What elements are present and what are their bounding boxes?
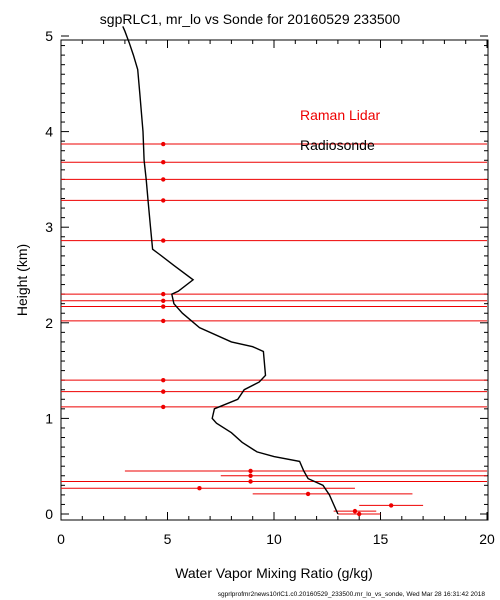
lidar-point bbox=[161, 304, 166, 309]
footer-note: sgprlprofmr2news10rlC1.c0.20160529_23350… bbox=[218, 591, 486, 598]
lidar-point bbox=[388, 503, 394, 508]
radiosonde-line bbox=[122, 26, 339, 515]
x-tick-label: 5 bbox=[164, 531, 172, 547]
lidar-point bbox=[161, 318, 166, 324]
lidar-point bbox=[161, 377, 166, 383]
legend-radiosonde: Radiosonde bbox=[300, 137, 375, 153]
y-tick-label: 3 bbox=[45, 219, 53, 235]
lidar-point bbox=[161, 291, 166, 297]
lidar-point bbox=[352, 508, 358, 514]
lidar-point bbox=[161, 177, 166, 182]
x-tick-label: 10 bbox=[266, 531, 282, 547]
chart-title: sgpRLC1, mr_lo vs Sonde for 20160529 233… bbox=[100, 11, 401, 27]
lidar-point bbox=[161, 389, 166, 394]
y-tick-label: 0 bbox=[45, 506, 53, 522]
lidar-point bbox=[248, 468, 253, 474]
x-tick-label: 0 bbox=[57, 531, 65, 547]
legend-raman-lidar: Raman Lidar bbox=[300, 107, 380, 123]
lidar-point bbox=[161, 404, 166, 410]
y-tick-label: 5 bbox=[45, 28, 53, 44]
x-tick-label: 15 bbox=[373, 531, 389, 547]
lidar-point bbox=[161, 198, 166, 203]
lidar-point bbox=[248, 479, 253, 484]
y-tick-label: 1 bbox=[45, 410, 53, 426]
y-tick-label: 4 bbox=[45, 124, 53, 140]
y-axis-label: Height (km) bbox=[14, 244, 30, 316]
lidar-point bbox=[357, 511, 362, 517]
x-tick-label: 20 bbox=[479, 531, 495, 547]
lidar-point bbox=[161, 238, 166, 243]
lidar-point bbox=[161, 159, 166, 165]
lidar-point bbox=[248, 473, 253, 478]
lidar-point bbox=[161, 141, 166, 147]
lidar-point bbox=[197, 485, 202, 491]
y-tick-label: 2 bbox=[45, 315, 53, 331]
lidar-point bbox=[305, 491, 311, 497]
lidar-point bbox=[161, 298, 166, 304]
x-axis-label: Water Vapor Mixing Ratio (g/kg) bbox=[175, 565, 373, 581]
plot-frame bbox=[60, 39, 489, 521]
